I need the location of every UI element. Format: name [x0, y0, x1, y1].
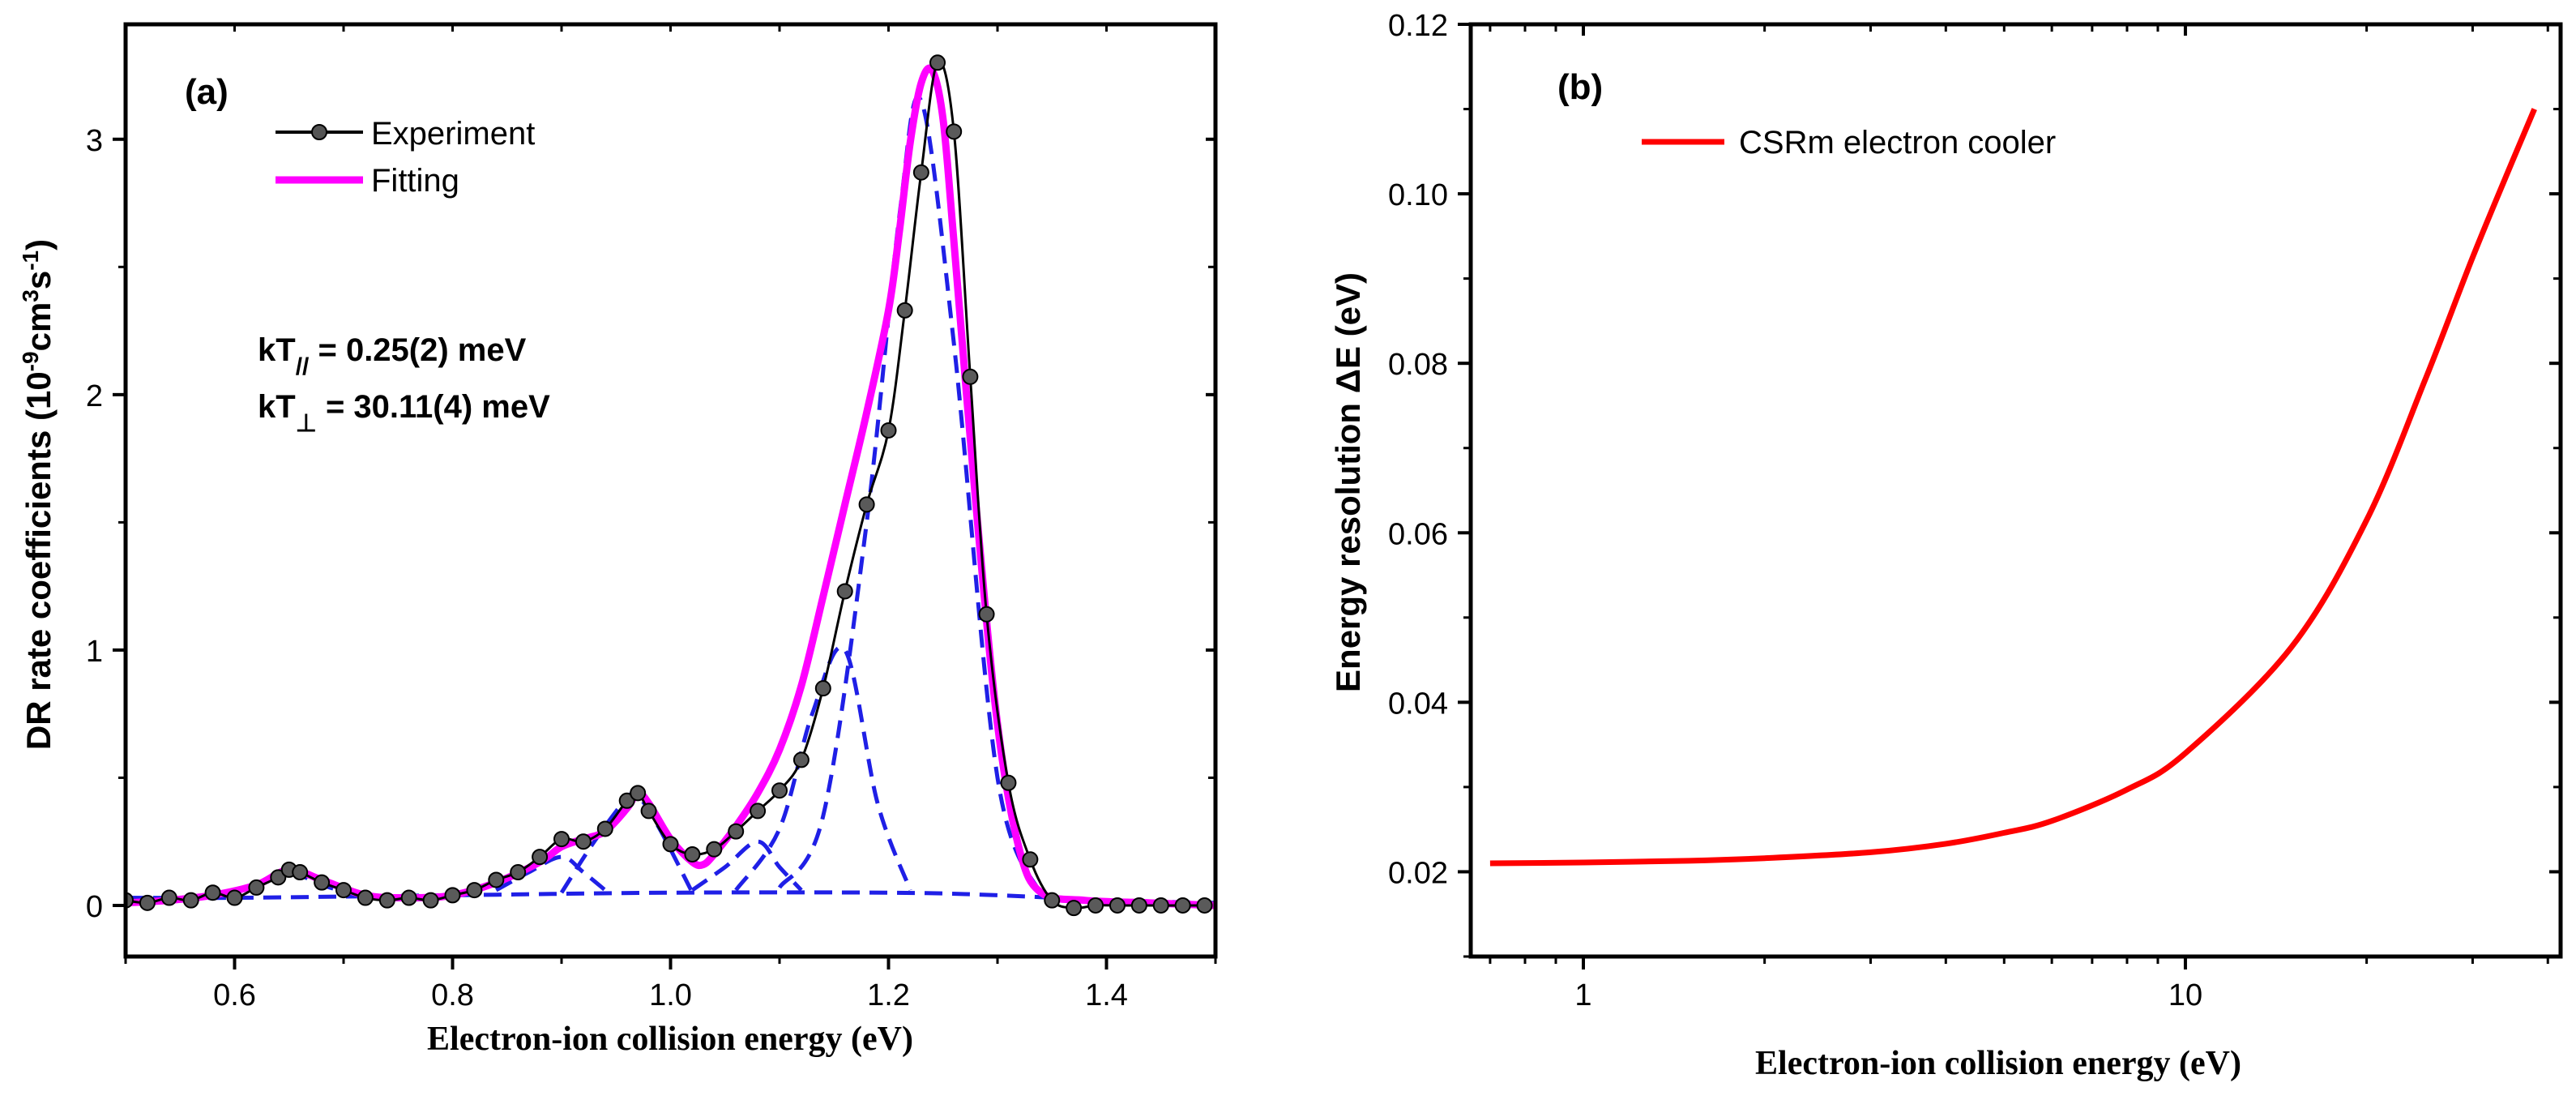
panel-b-frame: [1468, 22, 2563, 959]
experiment-point: [270, 869, 287, 886]
y-tick-label: 0.02: [1388, 856, 1448, 890]
panel-a-x-axis-label: Electron-ion collision energy (eV): [427, 1021, 913, 1058]
y-tick-label: 0: [86, 890, 103, 924]
experiment-point: [962, 368, 979, 385]
experiment-point: [400, 889, 417, 906]
experiment-point: [1066, 900, 1083, 917]
panel-b: 1 10 0.02 0.04 0.06 0.08 0.10 0.12 (b) CSRm ele…: [1329, 9, 2563, 1082]
experiment-point: [596, 820, 613, 837]
experiment-point: [292, 864, 309, 881]
x-tick-label: 1.4: [1085, 978, 1128, 1012]
experiment-point: [444, 887, 461, 904]
legend-csrm-label: CSRm electron cooler: [1739, 125, 2056, 161]
x-tick-label: 1.2: [867, 978, 910, 1012]
experiment-point: [630, 785, 647, 802]
panel-b-ticks: 1 10 0.02 0.04 0.06 0.08 0.10 0.12: [1388, 9, 2561, 1012]
experiment-point: [575, 833, 592, 850]
experiment-point: [858, 496, 875, 513]
experiment-point: [640, 803, 657, 820]
x-tick-label: 1.0: [649, 978, 692, 1012]
experiment-point: [510, 864, 527, 881]
panel-a-annotations: kT// = 0.25(2) meV kT⊥ = 30.11(4) meV: [258, 332, 550, 437]
experiment-point: [204, 884, 221, 901]
series-csrm-electron-cooler: [1489, 108, 2537, 867]
temperature-annotation: kT⊥ = 30.11(4) meV: [258, 389, 550, 437]
experiment-point: [226, 889, 243, 906]
experiment-point: [771, 782, 788, 799]
legend-experiment-label: Experiment: [371, 116, 535, 152]
panel-a: 0.6 0.8 1.0 1.2 1.4 0 1 2 3 (a) Experiment Fitti…: [18, 22, 1218, 1058]
experiment-point: [532, 849, 549, 866]
experiment-point: [1109, 897, 1126, 914]
panel-a-legend: Experiment Fitting: [276, 116, 535, 199]
experiment-point: [139, 894, 156, 911]
x-tick-label: 1: [1574, 978, 1591, 1012]
experiment-point: [912, 164, 929, 181]
panel-b-x-axis-label: Electron-ion collision energy (eV): [1755, 1045, 2241, 1082]
experiment-point: [750, 803, 767, 820]
series-fitting: [126, 64, 1215, 910]
experiment-point: [1174, 897, 1191, 914]
experiment-point: [357, 889, 374, 906]
legend-fitting-label: Fitting: [371, 163, 459, 199]
y-tick-label: 0.06: [1388, 517, 1448, 551]
panel-a-ticks: 0.6 0.8 1.0 1.2 1.4 0 1 2 3: [86, 24, 1217, 1012]
experiment-point: [880, 422, 897, 439]
y-tick-label: 1: [86, 635, 103, 669]
experiment-point: [946, 123, 963, 140]
y-tick-label: 0.12: [1388, 9, 1448, 43]
experiment-point: [422, 892, 439, 909]
experiment-point: [836, 583, 853, 600]
y-tick-label: 0.08: [1388, 348, 1448, 382]
panel-a-y-axis-label: DR rate coefficients (10-9cm3s-1): [18, 239, 58, 750]
experiment-point: [1044, 892, 1061, 909]
experiment-point: [814, 680, 831, 697]
panel-b-legend: CSRm electron cooler: [1642, 125, 2056, 161]
experiment-point: [488, 871, 505, 888]
experiment-point: [706, 841, 723, 858]
x-tick-label: 0.6: [213, 978, 256, 1012]
legend-experiment-marker: [311, 124, 327, 140]
panel-a-plot-area: [126, 54, 1215, 917]
series-experiment-line: [126, 60, 1205, 910]
temperature-annotation: kT// = 0.25(2) meV: [258, 332, 527, 380]
experiment-point: [1022, 851, 1039, 868]
experiment-point: [553, 831, 570, 848]
y-tick-label: 0.04: [1388, 687, 1448, 721]
experiment-point: [978, 606, 995, 623]
fit-component-8: [777, 95, 1044, 897]
panel-b-label: (b): [1557, 67, 1603, 107]
experiment-point: [378, 892, 395, 909]
experiment-point: [618, 792, 635, 809]
fit-component-6: [690, 839, 803, 892]
panel-b-plot-area: [1489, 108, 2537, 867]
experiment-point: [1087, 897, 1104, 914]
experiment-point: [896, 302, 913, 319]
panel-b-y-axis-label: Energy resolution ΔE (eV): [1329, 272, 1367, 692]
experiment-point: [314, 874, 331, 891]
experiment-point: [792, 751, 810, 768]
experiment-point: [1000, 774, 1017, 791]
panel-a-label: (a): [185, 72, 229, 112]
experiment-point: [662, 836, 679, 853]
experiment-point: [929, 54, 946, 71]
experiment-point: [684, 845, 701, 862]
experiment-point: [1196, 897, 1213, 914]
experiment-point: [466, 882, 483, 899]
experiment-point: [248, 879, 265, 896]
y-tick-label: 3: [86, 124, 103, 158]
experiment-point: [160, 889, 177, 906]
y-tick-label: 2: [86, 379, 103, 413]
x-tick-label: 0.8: [431, 978, 474, 1012]
experiment-point: [1152, 897, 1169, 914]
experiment-point: [728, 823, 745, 840]
experiment-point: [182, 892, 199, 909]
experiment-point: [1130, 897, 1147, 914]
panel-a-frame: [123, 22, 1218, 959]
y-tick-label: 0.10: [1388, 178, 1448, 212]
experiment-point: [335, 882, 352, 899]
x-tick-label: 10: [2168, 978, 2202, 1012]
